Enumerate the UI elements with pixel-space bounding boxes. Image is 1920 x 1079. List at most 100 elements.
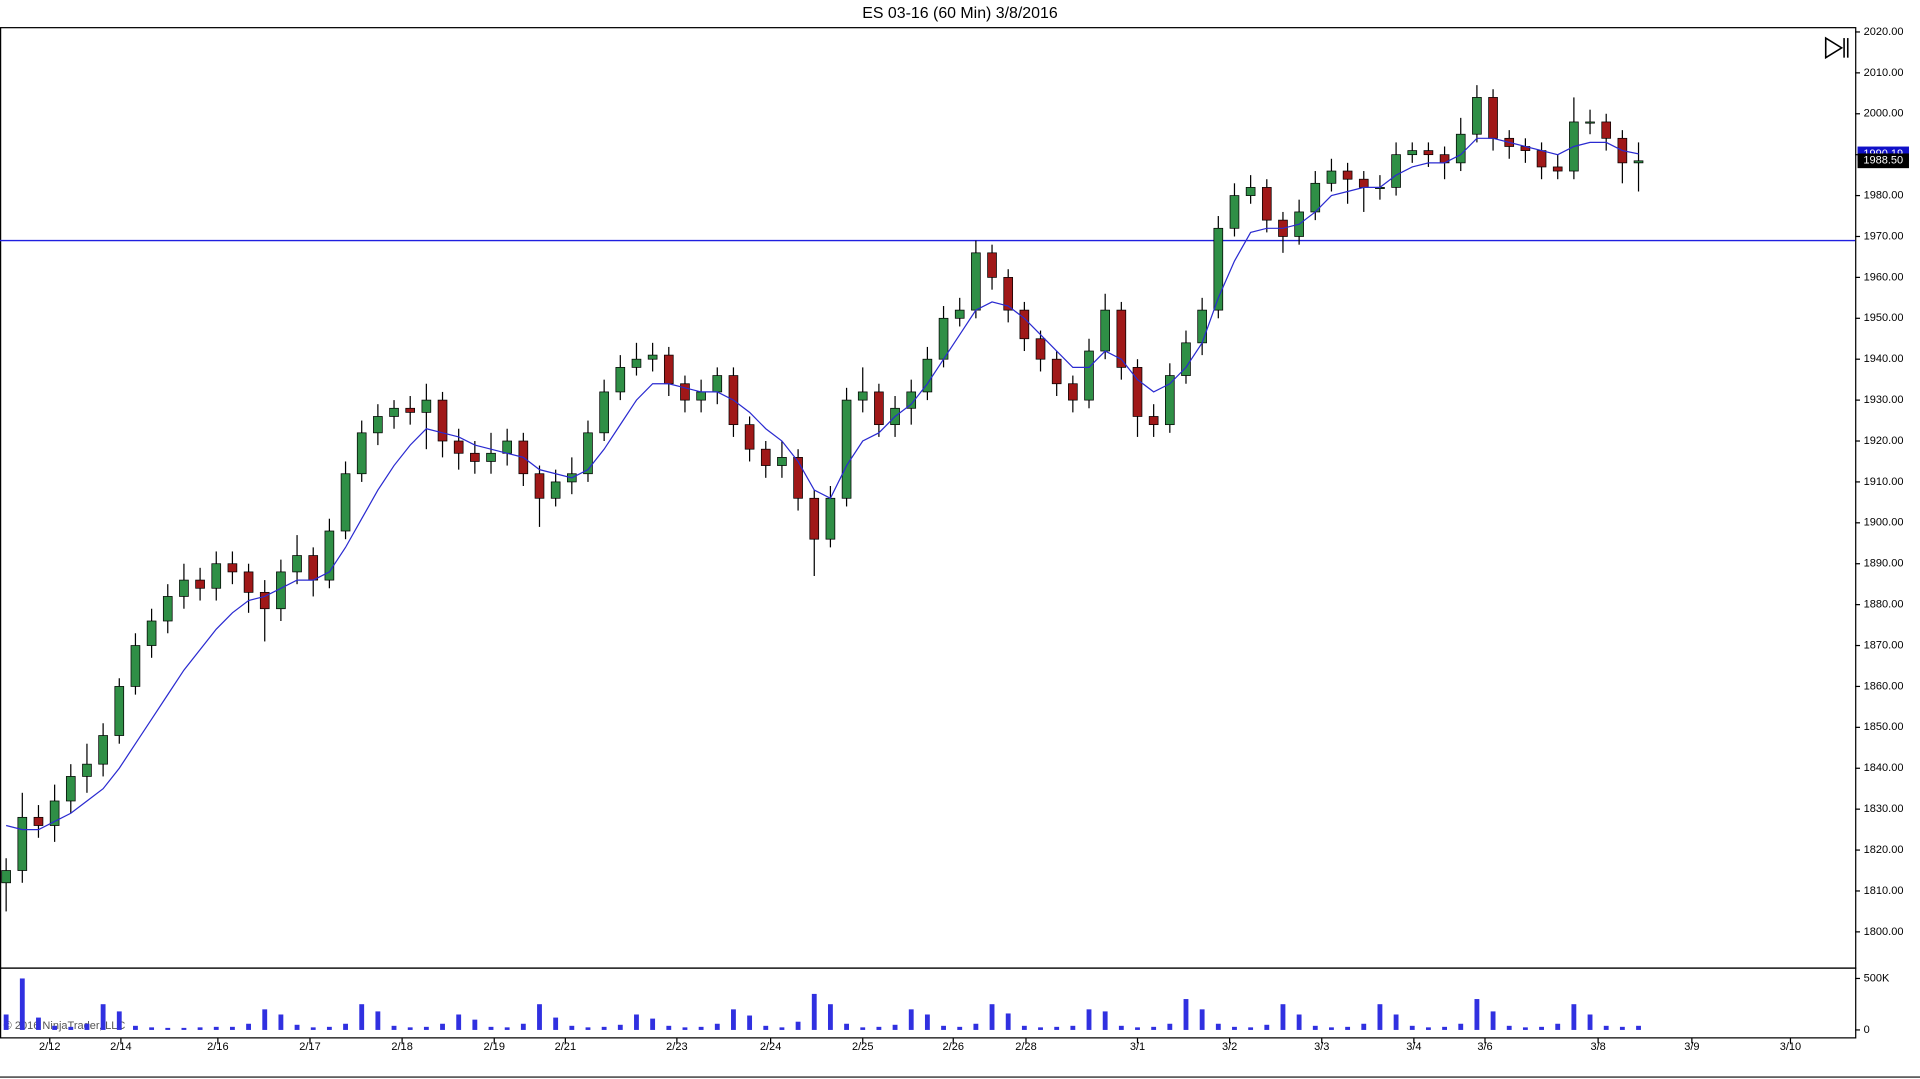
x-tick-label: 2/19 [484,1041,505,1053]
volume-bar [1280,1004,1286,1030]
volume-bar [68,1026,74,1030]
volume-bar [440,1023,445,1030]
y-tick-label: 1980.00 [1864,189,1904,201]
volume-bar [844,1023,850,1030]
volume-bar [601,1026,607,1030]
x-tick-label: 3/1 [1130,1041,1145,1053]
candle-body [680,383,690,401]
y-tick-label: 1830.00 [1864,803,1904,815]
volume-bar [1409,1025,1415,1030]
volume-bar [779,1027,785,1030]
volume-bar [1636,1025,1641,1030]
volume-bar [1555,1023,1561,1030]
volume-bar [1070,1025,1076,1030]
candle-body [1181,342,1191,376]
candle-body [308,555,319,581]
candle-body [1165,375,1175,426]
candle-body [98,735,108,765]
volume-bar [1425,1027,1431,1030]
price-marker-label: 1988.50 [1863,155,1903,167]
y-tick-label: 1930.00 [1864,394,1904,406]
candle-body [453,440,464,454]
candle-body [1472,97,1482,135]
volume-bar [1264,1024,1270,1030]
candle-body [146,620,157,646]
candle-body [421,399,432,413]
volume-bar [731,1009,736,1030]
candle-body [631,358,642,368]
volume-bar [326,1026,332,1030]
candle-body [292,555,302,573]
volume-bar [165,1027,171,1030]
volume-bar [1539,1026,1544,1030]
candle-body [1084,350,1094,401]
volume-bar [1603,1025,1609,1030]
volume-bar [1377,1004,1383,1030]
candle-body [324,530,335,581]
volume-bar [650,1018,656,1030]
candle-body [1358,178,1369,188]
candle-body [809,497,820,540]
candle-body [1310,182,1321,213]
volume-bar [423,1026,429,1030]
y-tick-label: 1900.00 [1864,517,1904,529]
play-icon[interactable] [1824,36,1849,60]
volume-bar [1038,1027,1043,1030]
volume-bar [3,1014,9,1030]
volume-bar [1102,1011,1108,1030]
candle-body [1536,150,1547,168]
candle-body [987,252,997,278]
candle-body [1407,150,1418,156]
volume-bar [1490,1011,1496,1030]
x-tick-label: 3/4 [1406,1041,1421,1053]
candle-body [825,497,836,540]
volume-bar [520,1023,526,1030]
play-triangle[interactable] [1824,36,1844,60]
candle-body [857,391,868,401]
volume-bar [585,1027,591,1030]
x-tick-label: 2/23 [666,1041,687,1053]
volume-bar [698,1026,704,1030]
volume-bar [763,1025,769,1030]
volume-bar [1458,1023,1464,1030]
candle-body [17,816,28,871]
y-tick-label: 2000.00 [1864,108,1904,120]
candle-body [114,686,125,736]
volume-bar [52,1025,58,1030]
volume-bar [36,1017,41,1030]
y-tick-label: 1920.00 [1864,435,1904,447]
y-tick-label: 1940.00 [1864,353,1904,365]
x-tick-label: 3/6 [1477,1041,1492,1053]
volume-bar [973,1023,979,1030]
volume-bar [682,1027,688,1030]
y-tick-label: 1960.00 [1864,271,1904,283]
x-tick-label: 2/18 [391,1041,412,1053]
candle-body [1601,121,1612,139]
y-tick-label: 1890.00 [1864,558,1904,570]
volume-bar [860,1027,866,1030]
volume-bar [1587,1014,1593,1030]
candle-body [373,416,383,434]
y-tick-label: 2010.00 [1864,67,1904,79]
volume-bar [1571,1004,1577,1030]
volume-bar [892,1024,898,1030]
candle-body [777,457,787,466]
candle-body [82,763,92,777]
volume-bar [116,1011,122,1030]
candle-body [130,645,141,687]
volume-panel [0,967,1857,1039]
y-tick-label: 1870.00 [1864,639,1904,651]
candle-body [1633,160,1644,164]
volume-bar [310,1027,316,1030]
candle-body [227,563,238,573]
volume-bar [229,1026,235,1030]
y-tick-label: 1860.00 [1864,680,1904,692]
candle-body [647,354,658,360]
volume-bar [1474,999,1480,1030]
price-marker [1857,153,1909,169]
candle-body [389,407,399,417]
candle-body [793,457,803,499]
volume-bar [1619,1026,1625,1030]
